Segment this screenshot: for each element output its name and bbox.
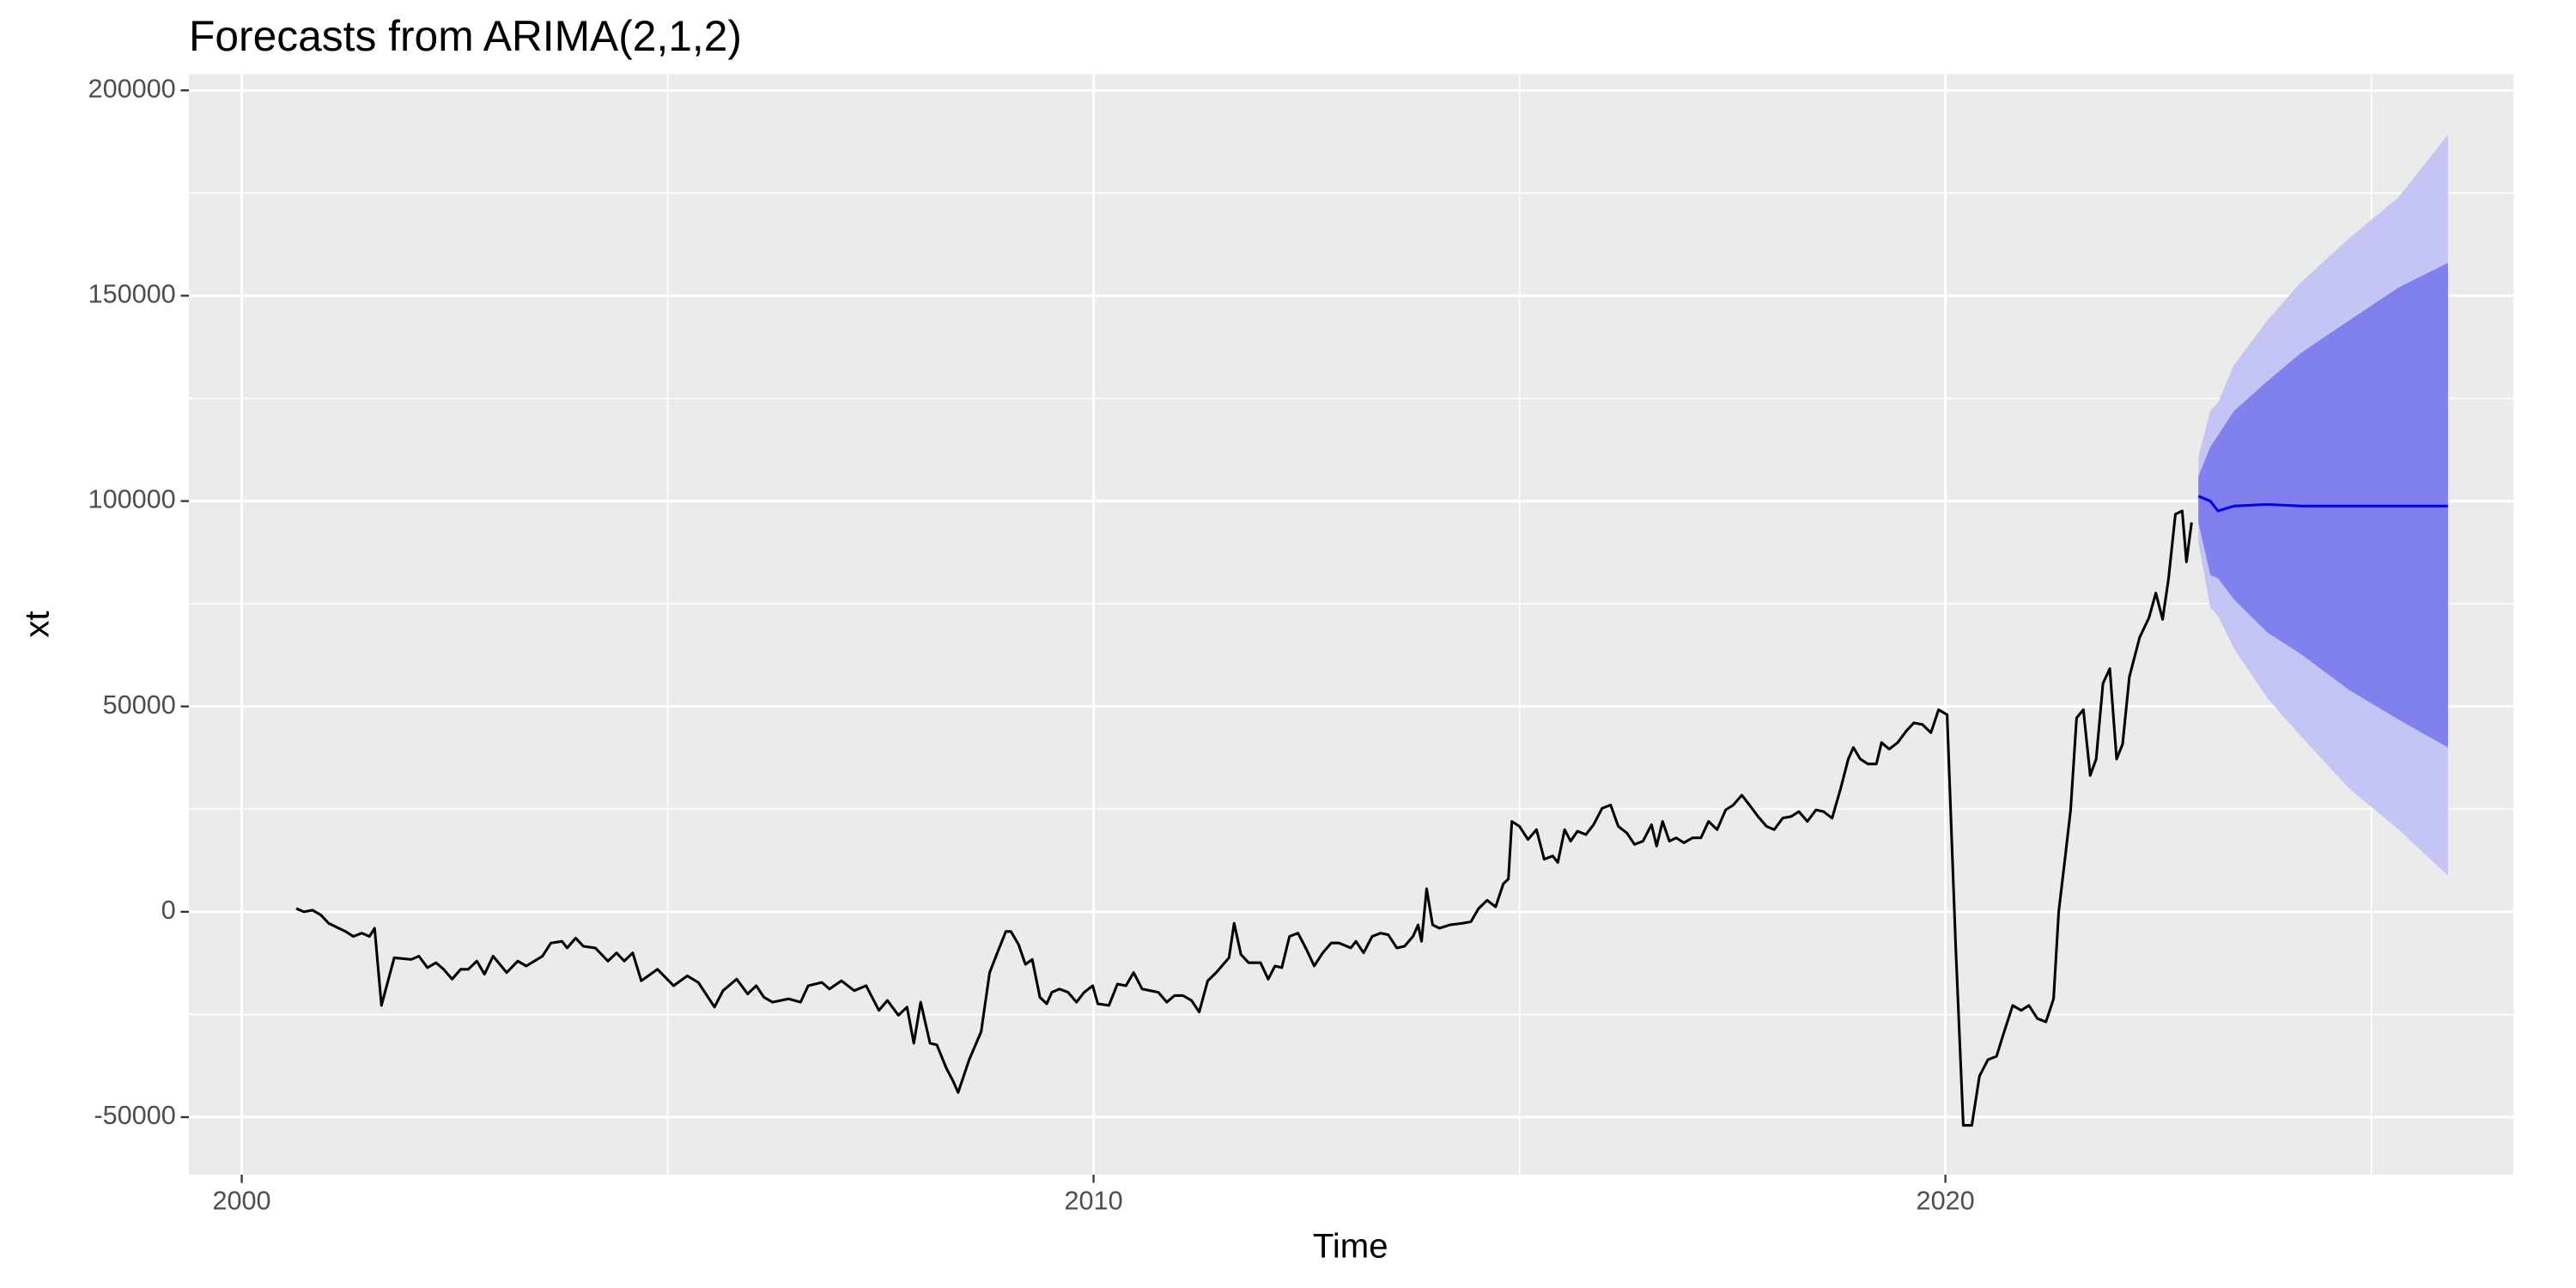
chart-title: Forecasts from ARIMA(2,1,2) bbox=[189, 12, 742, 60]
y-tick-label: 150000 bbox=[88, 279, 176, 308]
x-tick-label: 2010 bbox=[1065, 1187, 1123, 1216]
y-tick-label: 100000 bbox=[88, 485, 176, 514]
plot-background bbox=[189, 74, 2514, 1175]
y-tick-label: 0 bbox=[161, 896, 176, 925]
x-axis-title: Time bbox=[1313, 1227, 1388, 1266]
x-tick-label: 2020 bbox=[1917, 1187, 1975, 1216]
y-tick-label: -50000 bbox=[94, 1101, 175, 1130]
series-line bbox=[295, 509, 2193, 1127]
forecast-line bbox=[2197, 495, 2448, 513]
y-axis-title: xt bbox=[18, 611, 57, 637]
x-tick-label: 2000 bbox=[212, 1187, 270, 1216]
y-tick-label: 50000 bbox=[103, 690, 176, 720]
y-tick-label: 200000 bbox=[88, 74, 176, 103]
